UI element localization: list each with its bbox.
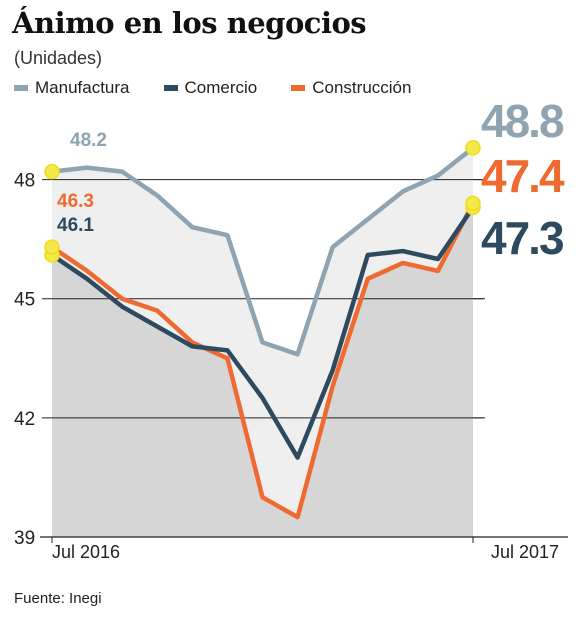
end-value-label: 47.3 <box>481 212 563 264</box>
legend-label: Comercio <box>184 78 258 97</box>
series-line-comercio <box>49 205 476 460</box>
x-tick-label: Jul 2017 <box>491 542 559 562</box>
highlight-dot <box>465 140 481 156</box>
y-tick-label: 45 <box>14 290 35 311</box>
legend-swatch <box>14 85 28 91</box>
series-line-manufactura <box>49 145 476 357</box>
y-tick-label: 39 <box>14 528 35 549</box>
start-value-label: 48.2 <box>70 130 107 151</box>
chart-legend: Manufactura Comercio Construcción <box>14 78 445 98</box>
legend-swatch <box>291 85 306 91</box>
end-value-label: 47.4 <box>481 150 565 202</box>
highlight-dot <box>44 239 60 255</box>
highlight-dot <box>465 195 481 212</box>
chart-subtitle: (Unidades) <box>14 48 103 68</box>
source-note: Fuente: Inegi <box>14 590 102 607</box>
lower-area <box>52 207 473 537</box>
y-tick-label: 42 <box>14 409 35 430</box>
chart-title: Ánimo en los negocios <box>12 6 367 40</box>
legend-swatch <box>163 85 178 91</box>
series-line-construcción <box>49 201 476 520</box>
legend-label: Construcción <box>312 78 412 97</box>
legend-label: Manufactura <box>35 78 130 97</box>
start-value-label: 46.3 <box>57 191 94 212</box>
start-value-label: 46.1 <box>57 215 94 236</box>
legend-item-construccion: Construcción <box>291 78 411 98</box>
y-tick-label: 48 <box>14 171 35 192</box>
x-tick-label: Jul 2016 <box>52 542 120 562</box>
legend-item-comercio: Comercio <box>163 78 258 98</box>
legend-item-manufactura: Manufactura <box>14 78 130 98</box>
end-value-label: 48.8 <box>481 95 564 147</box>
upper-band-area <box>52 147 473 518</box>
highlight-dot <box>44 163 60 180</box>
